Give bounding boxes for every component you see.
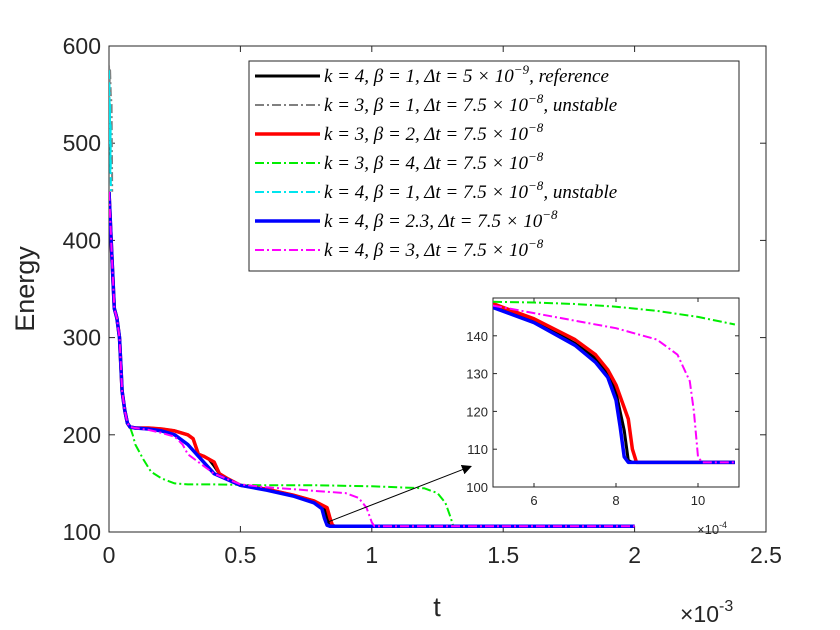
inset-series [493, 300, 736, 465]
legend-entry-main: k = 3, β = 2, Δt = 7.5 × 10 [324, 124, 529, 145]
legend-entry-tail: , unstable [543, 182, 617, 203]
legend-entry-sup: −8 [528, 149, 544, 164]
legend-entry-main: k = 3, β = 4, Δt = 7.5 × 10 [324, 153, 529, 174]
legend-entry-2: k = 3, β = 1, Δt = 7.5 × 10−8, unstable [324, 91, 617, 116]
x-exponent-power: -3 [719, 598, 733, 615]
inset-x-exponent-power: -4 [719, 520, 727, 530]
main-ticks: 0 0.5 1 1.5 2 2.5 100 200 300 400 500 600 [63, 33, 782, 568]
y-tick-label: 200 [63, 422, 101, 448]
legend-entry-sup: −8 [528, 236, 544, 251]
legend-entry-tail: , unstable [543, 95, 617, 116]
legend-box [248, 60, 740, 272]
legend-entry-sup: −8 [528, 120, 544, 135]
y-tick-label: 600 [63, 33, 101, 59]
legend-entry-main: k = 4, β = 2.3, Δt = 7.5 × 10 [324, 211, 543, 232]
inset-x-tick-label: 8 [612, 493, 619, 508]
legend-entry-6: k = 4, β = 2.3, Δt = 7.5 × 10−8 [324, 207, 558, 232]
y-axis-label: Energy [10, 246, 40, 332]
legend-entry-main: k = 4, β = 3, Δt = 7.5 × 10 [324, 240, 529, 261]
x-tick-label: 2.5 [750, 542, 782, 568]
inset-series-line-4 [493, 305, 735, 465]
legend-entry-sup: −9 [514, 62, 530, 77]
x-tick-label: 1 [365, 542, 378, 568]
zoom-arrow [326, 464, 472, 523]
x-tick-label: 0 [103, 542, 116, 568]
inset-x-tick-label: 10 [691, 493, 705, 508]
legend-entry-main: k = 4, β = 1, Δt = 5 × 10 [324, 66, 514, 87]
legend-entry-1: k = 4, β = 1, Δt = 5 × 10−9, reference [324, 62, 609, 87]
legend-entry-tail: , reference [529, 66, 609, 87]
inset-y-tick-label: 140 [466, 329, 488, 344]
y-tick-label: 100 [63, 519, 101, 545]
y-tick-label: 400 [63, 227, 101, 253]
series-line-5 [109, 70, 113, 192]
x-axis-label: t [433, 592, 441, 622]
inset-ticks: 6 8 10 100 110 120 130 140 [466, 298, 739, 508]
x-exponent: ×10-3 [680, 598, 733, 627]
legend-entry-sup: −8 [542, 207, 558, 222]
legend-entry-3: k = 3, β = 2, Δt = 7.5 × 10−8 [324, 120, 544, 145]
inset-series-line-5 [493, 304, 735, 464]
legend-entry-main: k = 4, β = 1, Δt = 7.5 × 10 [324, 182, 529, 203]
x-exponent-base: ×10 [680, 601, 719, 627]
legend-entry-7: k = 4, β = 3, Δt = 7.5 × 10−8 [324, 236, 544, 261]
legend-entry-5: k = 4, β = 1, Δt = 7.5 × 10−8, unstable [324, 178, 617, 203]
x-tick-label: 0.5 [224, 542, 256, 568]
inset-y-tick-label: 130 [466, 367, 488, 382]
series-line-7 [109, 191, 635, 528]
inset-y-tick-label: 120 [466, 404, 488, 419]
inset-x-exponent: ×10-4 [697, 520, 727, 537]
x-tick-label: 2 [628, 542, 641, 568]
legend-entry-4: k = 3, β = 4, Δt = 7.5 × 10−8 [324, 149, 544, 174]
series-line-2 [109, 65, 114, 192]
inset-x-tick-label: 6 [530, 493, 537, 508]
inset-series-line-3 [493, 300, 736, 326]
inset-y-tick-label: 100 [466, 480, 488, 495]
legend: k = 4, β = 1, Δt = 5 × 10−9, referencek … [248, 60, 740, 272]
inset-y-tick-label: 110 [467, 442, 488, 457]
x-tick-label: 1.5 [487, 542, 519, 568]
main-series [109, 65, 635, 528]
legend-entry-sup: −8 [528, 91, 544, 106]
legend-entry-main: k = 3, β = 1, Δt = 7.5 × 10 [324, 95, 529, 116]
y-tick-label: 300 [63, 325, 101, 351]
inset-x-exponent-base: ×10 [697, 522, 719, 537]
y-tick-label: 500 [63, 130, 101, 156]
legend-entry-sup: −8 [528, 178, 544, 193]
